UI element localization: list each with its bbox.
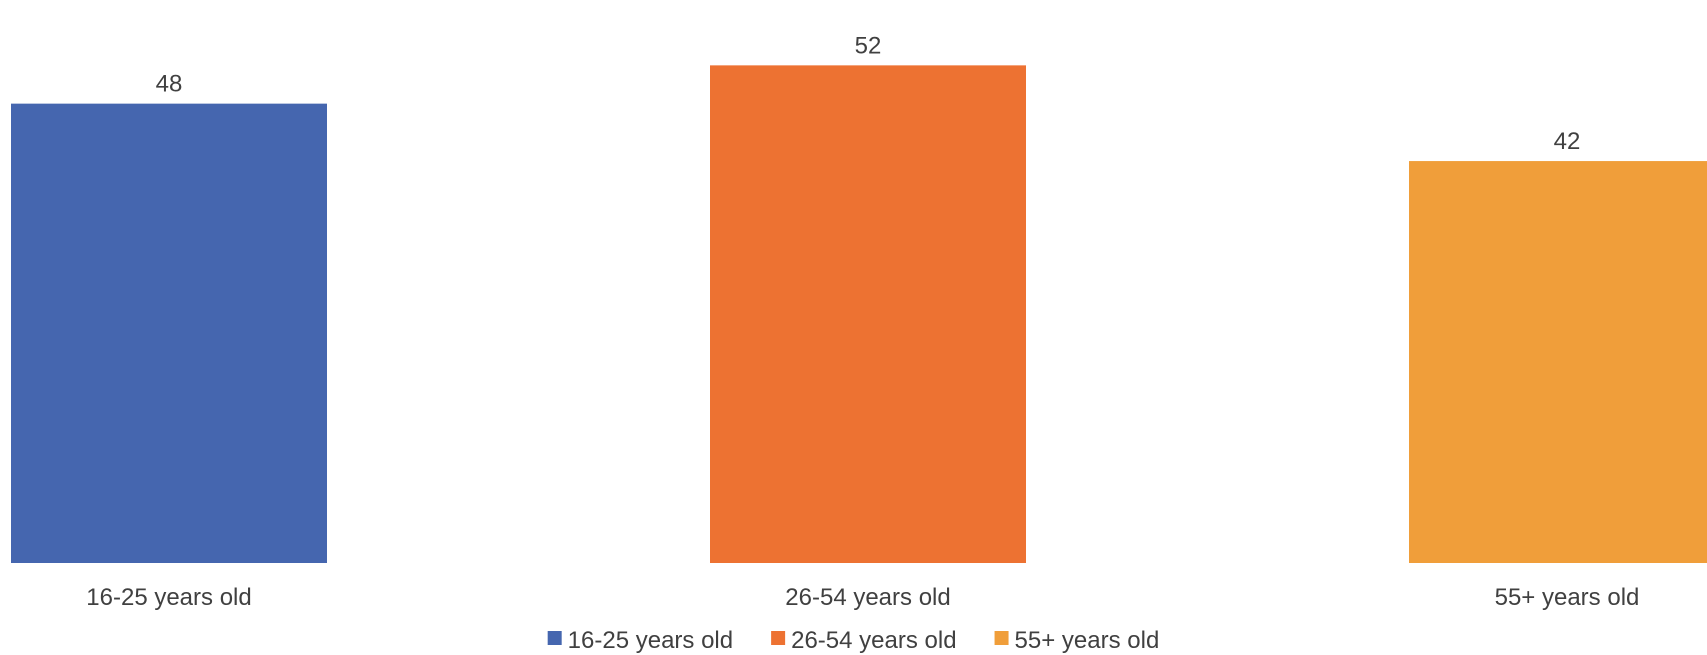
legend-entry-16-25-years-old: 16-25 years old [547,627,733,654]
bars-group [11,65,1707,564]
value-label-16-25-years-old: 48 [156,71,183,98]
bar-16-25-years-old [11,103,327,563]
legend-entry-26-54-years-old: 26-54 years old [771,627,957,654]
category-label-55-years-old: 55+ years old [1495,584,1640,611]
category-label-16-25-years-old: 16-25 years old [86,584,251,611]
legend-swatch-16-25-years-old [547,631,562,645]
legend-label-16-25-years-old: 16-25 years old [568,627,733,654]
bar-55-years-old [1409,161,1707,563]
category-labels-group: 16-25 years old 26-54 years old 55+ years … [86,584,1639,611]
legend-label-55-years-old: 55+ years old [1015,627,1160,654]
legend: 16-25 years old 26-54 years old 55+ years … [547,627,1160,654]
legend-label-26-54-years-old: 26-54 years old [791,627,956,654]
legend-swatch-26-54-years-old [771,631,786,645]
legend-swatch-55-years-old [994,631,1009,645]
value-label-26-54-years-old: 52 [855,32,882,59]
bar-26-54-years-old [710,65,1026,564]
category-label-26-54-years-old: 26-54 years old [785,584,950,611]
value-labels-group: 48 52 42 [156,32,1581,155]
value-label-55-years-old: 42 [1554,128,1581,155]
legend-entry-55-years-old: 55+ years old [994,627,1160,654]
